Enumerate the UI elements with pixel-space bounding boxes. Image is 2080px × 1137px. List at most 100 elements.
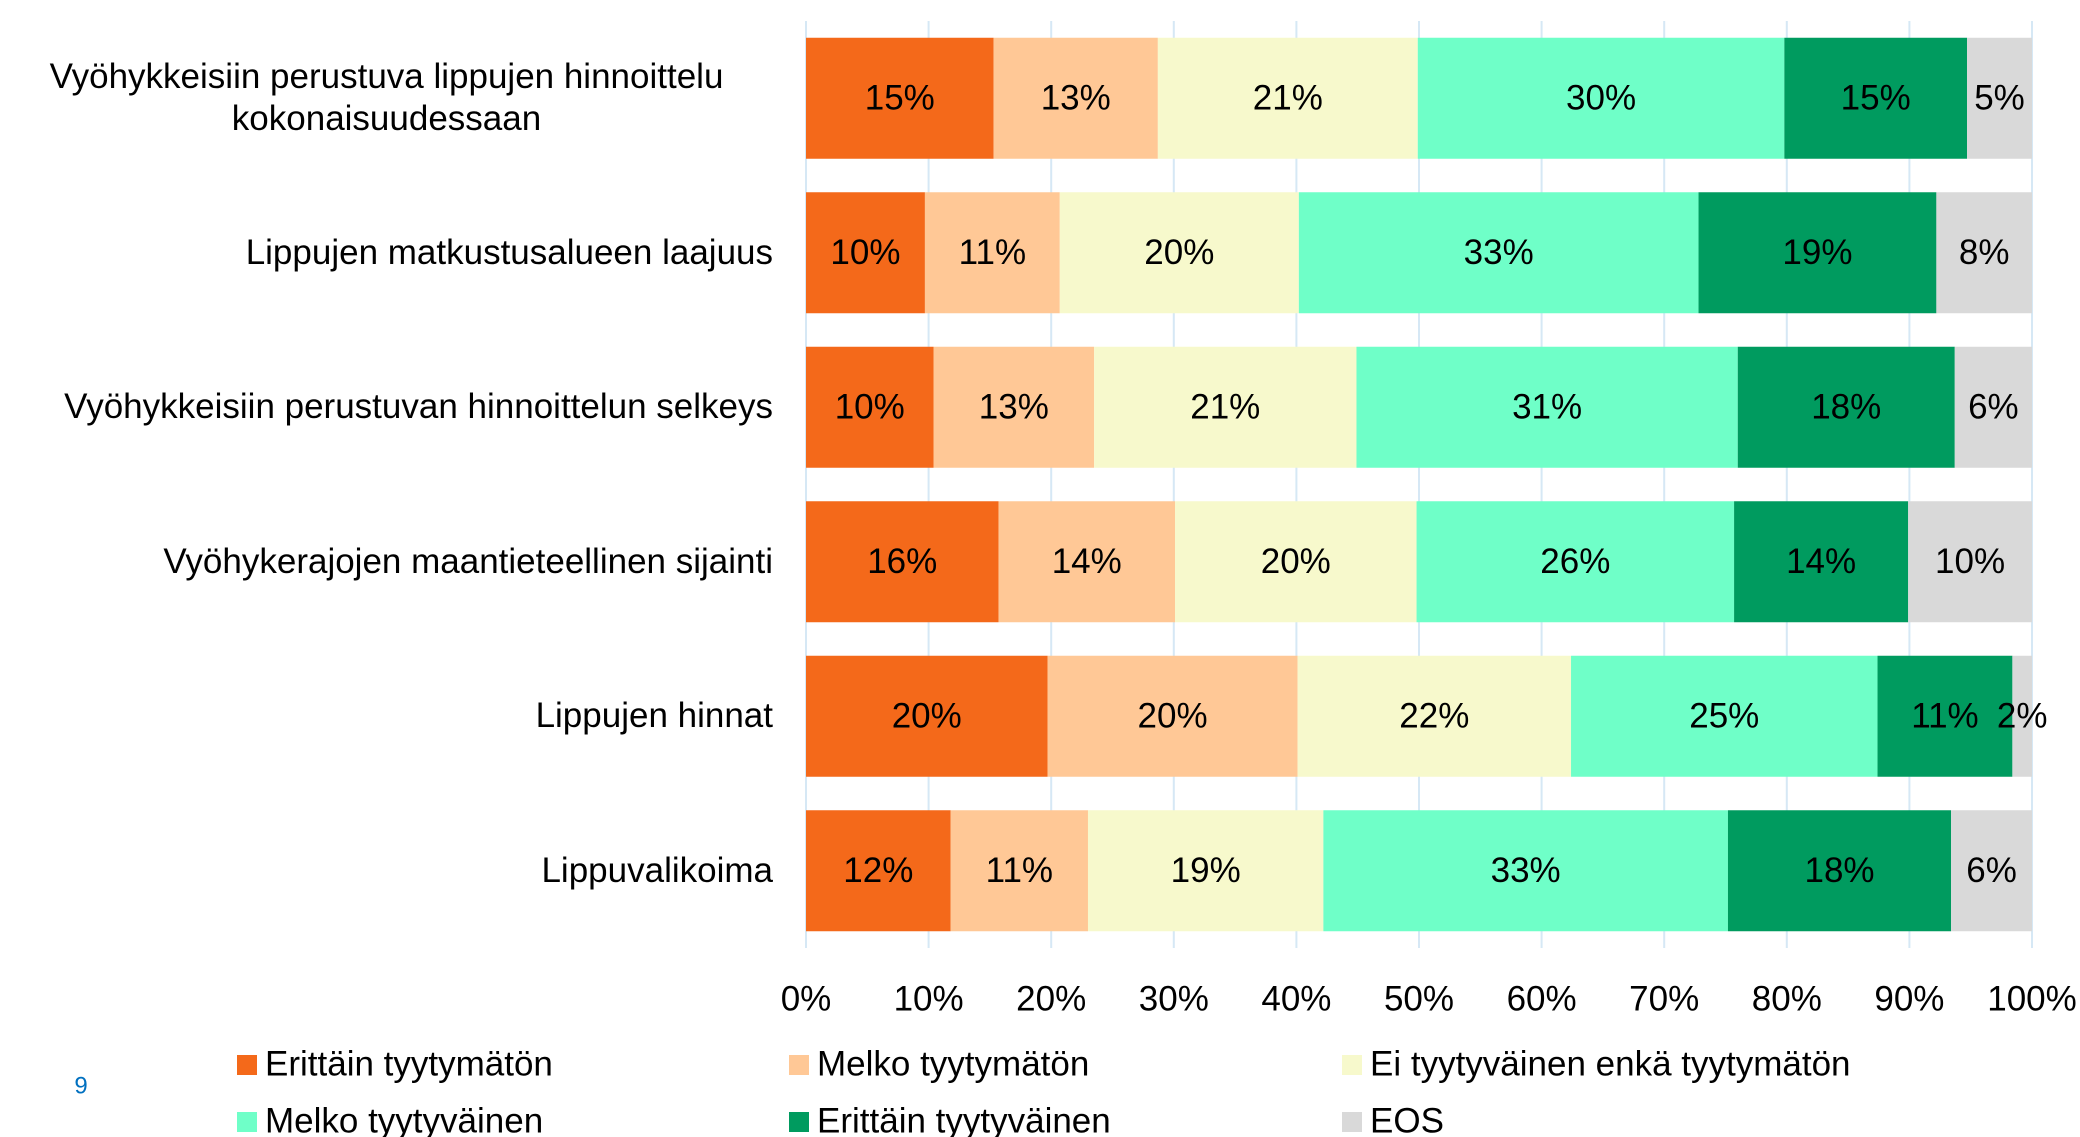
data-label: 5% — [1974, 79, 2025, 118]
bar-segment — [1908, 501, 2032, 623]
bar-segment — [1298, 192, 1699, 314]
bar-segment — [2012, 655, 2032, 777]
legend-swatch — [789, 1112, 809, 1132]
data-label: 10% — [830, 233, 900, 272]
legend-label: Erittäin tyytymätön — [265, 1044, 553, 1083]
data-label: 20% — [1261, 542, 1331, 581]
data-label: 13% — [1041, 79, 1111, 118]
data-label: 19% — [1782, 233, 1852, 272]
data-label: 22% — [1399, 697, 1469, 736]
bar-segment — [806, 655, 1048, 777]
data-label: 14% — [1786, 542, 1856, 581]
category-text: Lippujen hinnat — [535, 696, 773, 736]
data-label: 18% — [1811, 388, 1881, 427]
data-label: 11% — [959, 233, 1026, 272]
bar-segment — [1967, 37, 2032, 159]
data-label: 26% — [1540, 542, 1610, 581]
category-text: Vyöhykkeisiin perustuva lippujen hinnoit… — [49, 57, 724, 139]
category-text: Lippujen matkustusalueen laajuus — [245, 232, 773, 272]
category-label: Vyöhykerajojen maantieteellinen sijainti — [163, 541, 773, 583]
data-label: 11% — [1911, 697, 1978, 736]
bar-segment — [950, 810, 1088, 932]
category-text: Lippuvalikoima — [541, 850, 773, 890]
data-label: 33% — [1464, 233, 1534, 272]
data-label: 20% — [1144, 233, 1214, 272]
data-label: 6% — [1968, 388, 2019, 427]
bar-segment — [1954, 346, 2032, 468]
data-label: 8% — [1959, 233, 2010, 272]
legend-swatch — [237, 1112, 257, 1132]
data-label: 20% — [1138, 697, 1208, 736]
data-label: 25% — [1689, 697, 1759, 736]
bar-segment — [1571, 655, 1878, 777]
bar-segment — [1356, 346, 1738, 468]
x-tick-label: 70% — [1629, 979, 1699, 1018]
bar-segment — [1784, 37, 1968, 159]
bar-segment — [1157, 37, 1418, 159]
x-tick-label: 60% — [1507, 979, 1577, 1018]
bar-segment — [806, 810, 951, 932]
bar-segment — [933, 346, 1095, 468]
bar-segment — [1698, 192, 1937, 314]
bar-segment — [1936, 192, 2032, 314]
category-label: Vyöhykkeisiin perustuvan hinnoittelun se… — [64, 386, 773, 428]
bar-segment — [1175, 501, 1417, 623]
data-label: 21% — [1253, 79, 1323, 118]
data-label: 11% — [986, 851, 1053, 890]
legend-label: Erittäin tyytyväinen — [817, 1101, 1111, 1137]
legend-swatch — [237, 1055, 257, 1075]
legend-label: Ei tyytyväinen enkä tyytymätön — [1370, 1044, 1851, 1083]
data-label: 14% — [1052, 542, 1122, 581]
bar-segment — [806, 37, 994, 159]
data-label: 19% — [1171, 851, 1241, 890]
legend-label: EOS — [1370, 1101, 1444, 1137]
bar-segment — [1737, 346, 1955, 468]
data-label: 33% — [1491, 851, 1561, 890]
bar-segment — [1417, 37, 1785, 159]
x-tick-label: 80% — [1752, 979, 1822, 1018]
category-label: Lippujen matkustusalueen laajuus — [246, 232, 773, 274]
x-tick-label: 0% — [781, 979, 832, 1018]
legend-swatch — [1342, 1112, 1362, 1132]
bar-segment — [806, 501, 999, 623]
bar-segment — [1323, 810, 1728, 932]
bar-segment — [1094, 346, 1357, 468]
bar-segment — [998, 501, 1176, 623]
data-label: 10% — [1935, 542, 2005, 581]
category-label: Lippuvalikoima — [541, 850, 773, 892]
data-label: 21% — [1190, 388, 1260, 427]
bar-segment — [1877, 655, 2013, 777]
bar-segment — [1951, 810, 2032, 932]
bar-segment — [806, 192, 925, 314]
bar-segment — [924, 192, 1060, 314]
data-label: 2% — [1997, 697, 2048, 736]
category-label: Lippujen hinnat — [536, 695, 773, 737]
x-tick-label: 90% — [1874, 979, 1944, 1018]
bar-segment — [1047, 655, 1298, 777]
category-text: Vyöhykkeisiin perustuvan hinnoittelun se… — [64, 387, 773, 427]
bar-segment — [806, 346, 934, 468]
bar-segment — [1297, 655, 1572, 777]
legend-label: Melko tyytymätön — [817, 1044, 1089, 1083]
bar-segment — [1727, 810, 1952, 932]
data-label: 12% — [843, 851, 913, 890]
bar-segment — [1059, 192, 1299, 314]
x-tick-label: 20% — [1016, 979, 1086, 1018]
bar-segment — [993, 37, 1158, 159]
data-label: 16% — [867, 542, 937, 581]
data-label: 15% — [865, 79, 935, 118]
data-label: 20% — [892, 697, 962, 736]
x-tick-label: 40% — [1261, 979, 1331, 1018]
legend-label: Melko tyytyväinen — [265, 1101, 543, 1137]
data-label: 18% — [1804, 851, 1874, 890]
data-label: 31% — [1512, 388, 1582, 427]
bar-segment — [1416, 501, 1735, 623]
x-tick-label: 100% — [1987, 979, 2077, 1018]
data-label: 10% — [835, 388, 905, 427]
x-tick-label: 30% — [1139, 979, 1209, 1018]
legend-swatch — [789, 1055, 809, 1075]
category-label: Vyöhykkeisiin perustuva lippujen hinnoit… — [0, 56, 773, 140]
x-tick-label: 10% — [894, 979, 964, 1018]
